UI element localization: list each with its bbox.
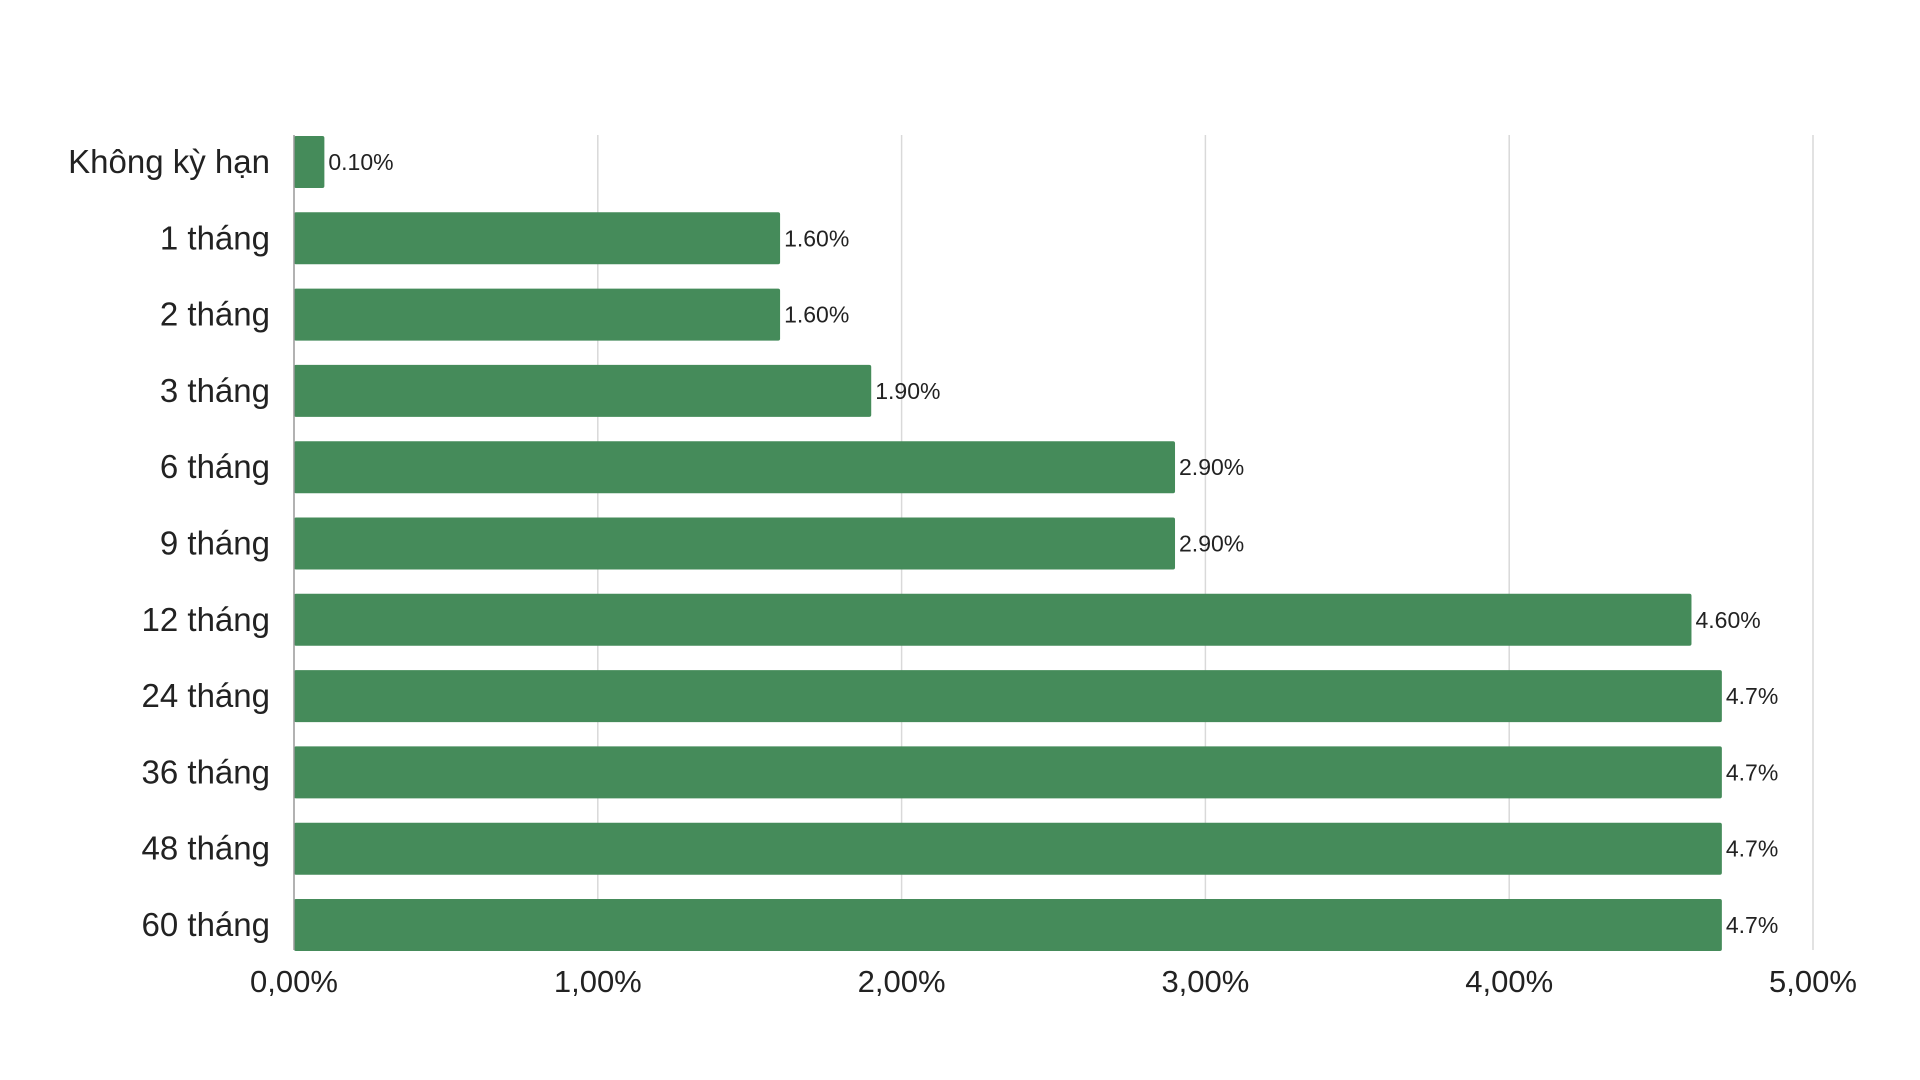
data-labels: 0.10% 1.60% 1.60% 1.90% 2.90% 2.90% 4.60% 4.7% 4…	[328, 149, 1778, 938]
data-label: 4.7%	[1726, 759, 1778, 785]
category-label: Không kỳ hạn	[68, 143, 270, 180]
bar	[294, 670, 1722, 723]
category-labels: Không kỳ hạn 1 tháng 2 tháng 3 tháng 6 tháng…	[68, 143, 270, 943]
data-label: 0.10%	[328, 149, 393, 175]
bars	[294, 136, 1722, 951]
bar	[294, 517, 1176, 570]
category-label: 1 tháng	[160, 219, 270, 256]
data-label: 4.60%	[1695, 607, 1760, 633]
x-tick-label: 5,00%	[1769, 964, 1857, 999]
x-tick-label: 4,00%	[1465, 964, 1553, 999]
bar	[294, 212, 781, 265]
bar	[294, 364, 872, 417]
bar	[294, 136, 325, 188]
category-label: 24 tháng	[142, 677, 270, 714]
category-label: 6 tháng	[160, 448, 270, 485]
x-tick-label: 3,00%	[1161, 964, 1249, 999]
category-label: 3 tháng	[160, 372, 270, 409]
bar	[294, 288, 781, 341]
data-label: 2.90%	[1179, 531, 1244, 557]
x-tick-label: 2,00%	[858, 964, 946, 999]
data-label: 4.7%	[1726, 683, 1778, 709]
category-label: 2 tháng	[160, 296, 270, 333]
data-label: 1.90%	[875, 378, 940, 404]
data-label: 4.7%	[1726, 912, 1778, 938]
category-label: 60 tháng	[142, 906, 270, 943]
category-label: 12 tháng	[142, 601, 270, 638]
grid-lines	[597, 135, 1814, 950]
bar	[294, 899, 1722, 951]
category-label: 36 tháng	[142, 753, 270, 790]
bar	[294, 822, 1722, 875]
data-label: 2.90%	[1179, 454, 1244, 480]
category-label: 9 tháng	[160, 525, 270, 562]
x-tick-label: 0,00%	[250, 964, 338, 999]
category-label: 48 tháng	[142, 830, 270, 867]
data-label: 4.7%	[1726, 836, 1778, 862]
bar	[294, 441, 1176, 494]
x-tick-label: 1,00%	[554, 964, 642, 999]
bar	[294, 746, 1722, 799]
data-label: 1.60%	[784, 225, 849, 251]
bar	[294, 593, 1692, 646]
data-label: 1.60%	[784, 302, 849, 328]
x-axis-tick-labels: 0,00% 1,00% 2,00% 3,00% 4,00% 5,00%	[250, 964, 1857, 999]
